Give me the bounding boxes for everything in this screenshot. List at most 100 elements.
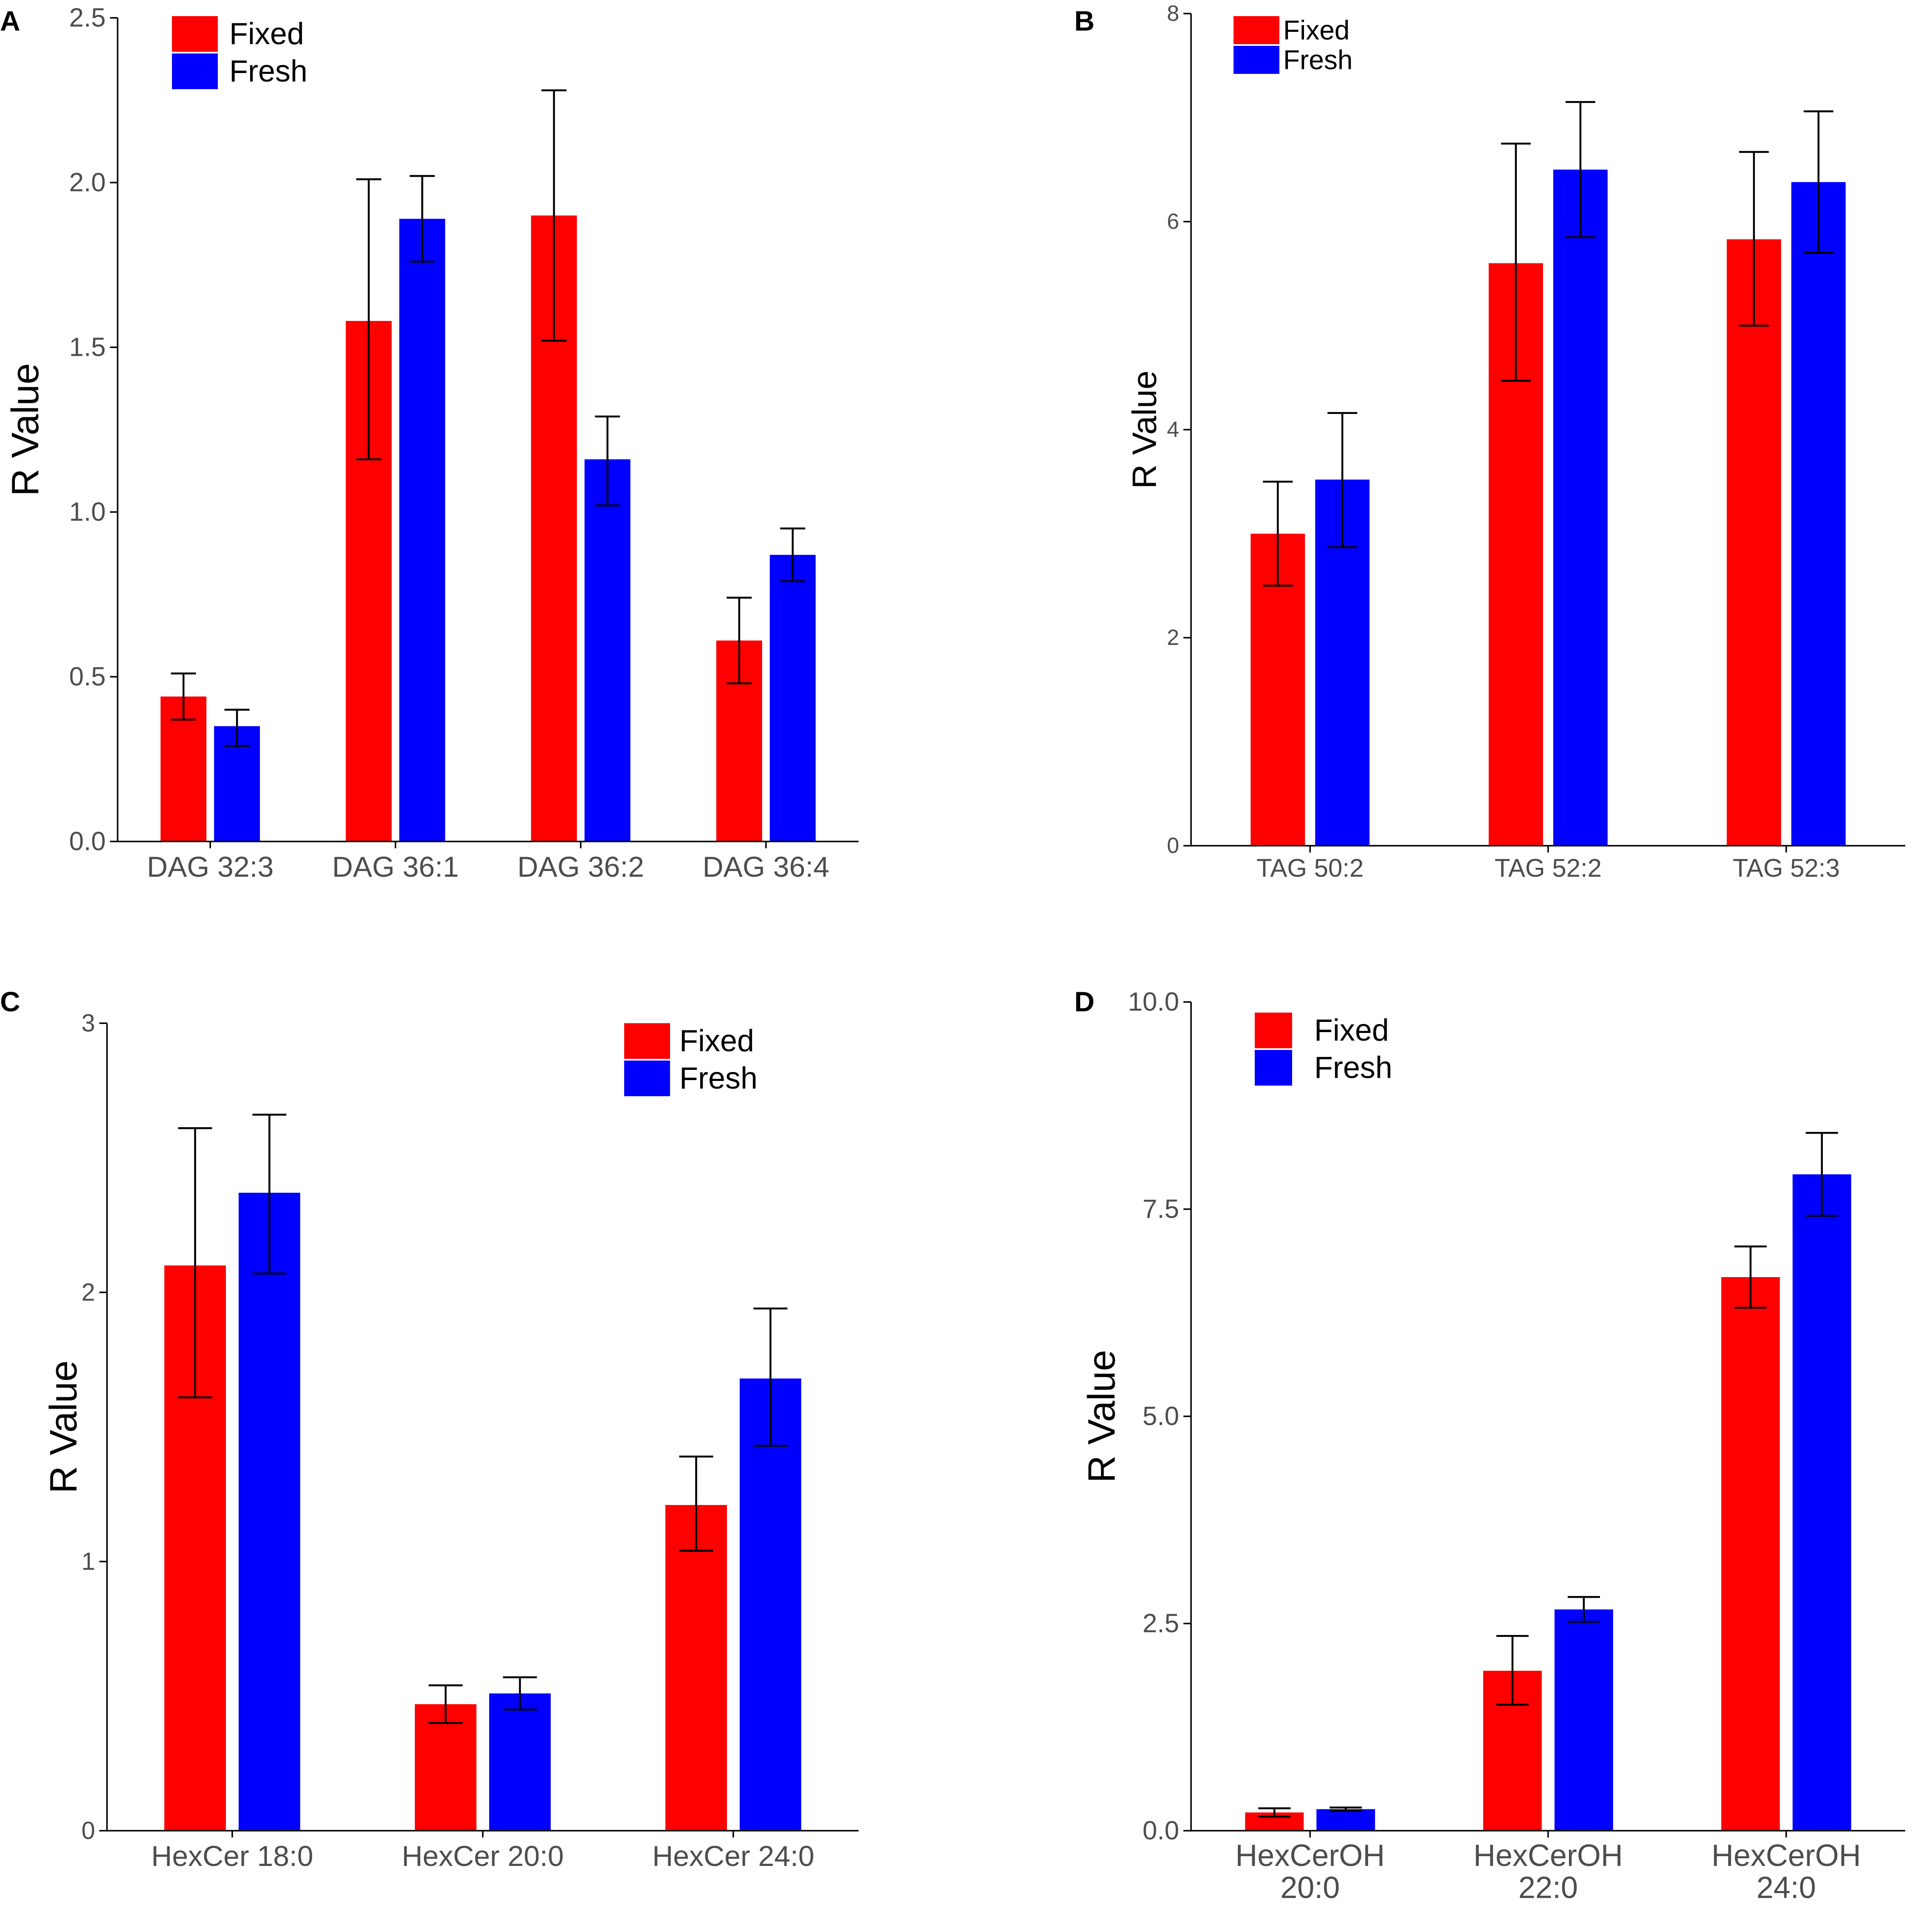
error-bar-fixed xyxy=(679,1455,713,1552)
panel-c: C R Value 0 1 2 3 HexCer 18:0 HexCer 20:0 HexCer… xyxy=(0,986,859,1872)
error-bar-fixed xyxy=(428,1684,463,1724)
y-tick-label: 0 xyxy=(1167,833,1179,858)
error-bar-fresh xyxy=(1568,1596,1600,1623)
error-bar-fixed xyxy=(727,597,752,684)
legend-label-fresh: Fresh xyxy=(1283,45,1353,75)
bar-fresh xyxy=(769,554,816,841)
error-bar-fresh xyxy=(1566,101,1595,238)
panel-d: D R Value 0.0 2.5 5.0 7.5 10.0 HexCerOH 20:0 HexC… xyxy=(1074,986,1905,1905)
error-bar-fresh xyxy=(1327,412,1357,549)
bar-fresh xyxy=(399,219,445,841)
y-tick-label: 10.0 xyxy=(1128,988,1179,1017)
bar-fresh xyxy=(1792,1174,1851,1831)
error-bar-fresh xyxy=(409,175,435,263)
error-bar-fixed xyxy=(171,672,196,721)
bar-fixed xyxy=(1721,1277,1780,1831)
y-tick-label: 0.5 xyxy=(69,662,106,692)
y-tick-label: 1.5 xyxy=(69,333,106,362)
error-bar-fixed xyxy=(1734,1245,1767,1309)
legend-label-fixed: Fixed xyxy=(1314,1013,1389,1047)
bar-fresh xyxy=(1555,1609,1613,1831)
error-bar-fixed xyxy=(356,178,381,461)
y-tick-label: 2 xyxy=(1167,625,1179,650)
x-category-label: DAG 36:4 xyxy=(703,851,830,883)
y-tick-label: 2.5 xyxy=(69,3,106,33)
y-tick-label: 0.0 xyxy=(1143,1816,1179,1846)
bar-fresh xyxy=(584,459,631,841)
legend-swatch-fixed xyxy=(1234,16,1279,44)
error-bar-fresh xyxy=(595,415,620,506)
y-tick-label: 3 xyxy=(82,1010,95,1037)
y-tick-label: 6 xyxy=(1167,209,1179,234)
error-bar-fresh xyxy=(252,1114,287,1275)
legend-swatch-fresh xyxy=(172,53,218,89)
y-axis-title: R Value xyxy=(42,1360,85,1494)
legend-swatch-fresh xyxy=(1234,46,1279,74)
x-category-label: DAG 36:1 xyxy=(332,851,459,883)
x-category-label: TAG 50:2 xyxy=(1256,854,1363,882)
bar-fixed xyxy=(1726,239,1781,846)
legend-swatch-fixed xyxy=(624,1023,670,1059)
x-category-label: TAG 52:2 xyxy=(1495,854,1602,882)
panel-letter: A xyxy=(0,5,20,37)
bar-fresh xyxy=(1553,169,1608,846)
error-bar-fixed xyxy=(1263,481,1293,587)
error-bar-fixed xyxy=(178,1127,212,1399)
legend-label-fresh: Fresh xyxy=(229,54,307,88)
error-bar-fixed xyxy=(1501,143,1531,382)
y-tick-label: 0.0 xyxy=(69,827,106,856)
bar-fresh xyxy=(740,1378,801,1831)
panel-letter: D xyxy=(1074,986,1095,1017)
x-category-label: HexCer 24:0 xyxy=(652,1840,814,1872)
x-category-label: DAG 32:3 xyxy=(147,851,274,883)
legend-label-fixed: Fixed xyxy=(229,17,304,51)
x-category-label: HexCer 20:0 xyxy=(402,1840,564,1872)
error-bar-fixed xyxy=(541,89,567,342)
legend-label-fresh: Fresh xyxy=(679,1061,758,1095)
error-bar-fresh xyxy=(780,527,805,582)
legend: Fixed Fresh xyxy=(1255,1013,1392,1086)
y-tick-label: 2.0 xyxy=(69,168,106,197)
error-bar-fresh xyxy=(224,709,250,747)
x-category-label: HexCerOH 20:0 xyxy=(1235,1839,1385,1905)
bar-fresh xyxy=(239,1193,300,1831)
error-bar-fixed xyxy=(1496,1635,1529,1706)
panel-letter: B xyxy=(1074,5,1095,37)
y-tick-label: 4 xyxy=(1167,417,1179,442)
error-bar-fresh xyxy=(753,1307,788,1447)
x-category-label: HexCer 18:0 xyxy=(151,1840,313,1872)
error-bar-fresh xyxy=(1805,1132,1838,1217)
x-category-label: HexCerOH 22:0 xyxy=(1473,1839,1623,1905)
legend-swatch-fresh xyxy=(1255,1050,1292,1086)
y-tick-label: 2.5 xyxy=(1143,1609,1179,1638)
bar-fixed xyxy=(161,696,207,841)
error-bar-fixed xyxy=(1739,151,1769,327)
y-tick-label: 8 xyxy=(1167,1,1179,26)
legend-label-fixed: Fixed xyxy=(679,1024,754,1058)
panel-a: A R Value 0.0 0.5 1.0 1.5 2.0 2.5 DAG 32:3 DAG 36… xyxy=(0,3,859,883)
legend-label-fresh: Fresh xyxy=(1314,1051,1392,1085)
y-tick-label: 1.0 xyxy=(69,498,106,527)
bar-fresh xyxy=(489,1693,551,1831)
error-bar-fresh xyxy=(1329,1807,1362,1812)
y-tick-label: 7.5 xyxy=(1143,1195,1179,1224)
legend-label-fixed: Fixed xyxy=(1283,15,1350,45)
bar-fixed xyxy=(665,1505,727,1831)
y-axis-title: R Value xyxy=(1126,371,1163,489)
y-axis-title: R Value xyxy=(1081,1350,1123,1483)
panel-letter: C xyxy=(0,986,20,1017)
error-bar-fresh xyxy=(1803,110,1833,254)
legend-swatch-fixed xyxy=(172,16,218,52)
bar-fixed xyxy=(415,1704,476,1831)
y-tick-label: 5.0 xyxy=(1143,1402,1179,1431)
x-category-label: HexCerOH 24:0 xyxy=(1712,1839,1861,1905)
y-axis-title: R Value xyxy=(4,363,47,496)
panel-b: B R Value 0 2 4 6 8 TAG 50:2 TAG 52:2 TAG 52:3 Fix… xyxy=(1074,1,1905,882)
legend-swatch-fixed xyxy=(1255,1013,1292,1048)
error-bar-fixed xyxy=(1258,1807,1291,1818)
legend-swatch-fresh xyxy=(624,1061,670,1096)
